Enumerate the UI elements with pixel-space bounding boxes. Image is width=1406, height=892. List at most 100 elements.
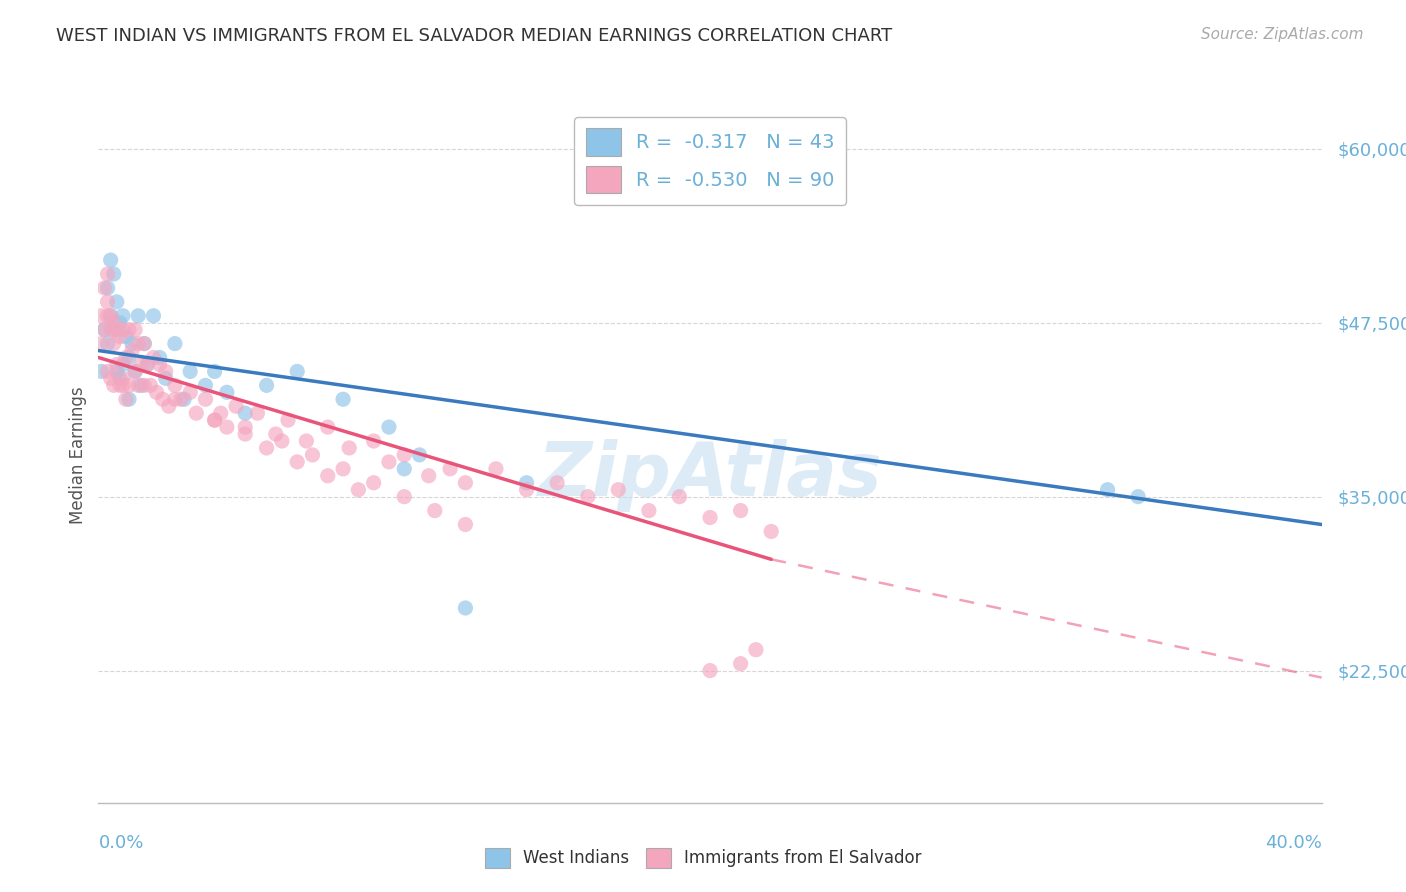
Point xyxy=(730,657,752,671)
Point xyxy=(124,364,146,378)
Point xyxy=(155,371,177,385)
Point xyxy=(215,420,238,434)
Point xyxy=(392,462,416,476)
Point xyxy=(186,406,208,420)
Point xyxy=(136,358,159,372)
Point xyxy=(246,406,269,420)
Point xyxy=(100,309,122,323)
Point xyxy=(93,323,115,337)
Point xyxy=(392,490,416,504)
Point xyxy=(111,323,134,337)
Point xyxy=(145,385,167,400)
Legend: West Indians, Immigrants from El Salvador: West Indians, Immigrants from El Salvado… xyxy=(478,841,928,875)
Point xyxy=(127,309,149,323)
Point xyxy=(121,343,143,358)
Point xyxy=(108,378,131,392)
Point xyxy=(277,413,299,427)
Point xyxy=(699,664,721,678)
Point xyxy=(285,364,308,378)
Point xyxy=(363,475,385,490)
Point xyxy=(142,309,165,323)
Point xyxy=(111,309,134,323)
Point xyxy=(607,483,630,497)
Legend: R =  -0.317   N = 43, R =  -0.530   N = 90: R = -0.317 N = 43, R = -0.530 N = 90 xyxy=(574,117,846,205)
Point xyxy=(90,309,112,323)
Point xyxy=(111,358,134,372)
Point xyxy=(233,420,256,434)
Point xyxy=(97,281,120,295)
Point xyxy=(134,336,156,351)
Point xyxy=(233,406,256,420)
Point xyxy=(295,434,318,448)
Point xyxy=(408,448,430,462)
Point xyxy=(270,434,292,448)
Point xyxy=(194,378,217,392)
Point xyxy=(97,336,120,351)
Point xyxy=(103,323,125,337)
Point xyxy=(179,385,201,400)
Point xyxy=(97,309,120,323)
Point xyxy=(103,316,125,330)
Point xyxy=(745,642,768,657)
Point xyxy=(90,336,112,351)
Point xyxy=(93,323,115,337)
Point xyxy=(118,392,141,407)
Point xyxy=(103,336,125,351)
Point xyxy=(142,351,165,365)
Point xyxy=(204,364,226,378)
Point xyxy=(111,371,134,385)
Point xyxy=(100,323,122,337)
Point xyxy=(127,336,149,351)
Point xyxy=(392,448,416,462)
Point xyxy=(108,316,131,330)
Point xyxy=(134,336,156,351)
Point xyxy=(204,413,226,427)
Y-axis label: Median Earnings: Median Earnings xyxy=(69,386,87,524)
Point xyxy=(668,490,690,504)
Point xyxy=(97,294,120,309)
Point xyxy=(111,378,134,392)
Point xyxy=(337,441,360,455)
Point xyxy=(100,371,122,385)
Point xyxy=(149,351,172,365)
Point xyxy=(90,364,112,378)
Point xyxy=(129,358,152,372)
Point xyxy=(100,253,122,268)
Text: 40.0%: 40.0% xyxy=(1265,834,1322,852)
Point xyxy=(699,510,721,524)
Point xyxy=(285,455,308,469)
Point xyxy=(103,378,125,392)
Point xyxy=(316,420,339,434)
Point xyxy=(256,441,278,455)
Point xyxy=(378,420,401,434)
Point xyxy=(332,462,354,476)
Point xyxy=(115,329,138,343)
Point xyxy=(209,406,232,420)
Point xyxy=(127,378,149,392)
Point xyxy=(418,468,440,483)
Point xyxy=(204,413,226,427)
Point xyxy=(118,323,141,337)
Point xyxy=(124,364,146,378)
Point xyxy=(516,483,538,497)
Point xyxy=(194,392,217,407)
Point xyxy=(173,392,195,407)
Point xyxy=(108,329,131,343)
Point xyxy=(105,358,128,372)
Point xyxy=(136,358,159,372)
Point xyxy=(256,378,278,392)
Point xyxy=(121,336,143,351)
Point xyxy=(149,358,172,372)
Point xyxy=(439,462,461,476)
Point xyxy=(179,364,201,378)
Point xyxy=(105,323,128,337)
Point xyxy=(454,475,477,490)
Point xyxy=(730,503,752,517)
Point xyxy=(152,392,174,407)
Text: WEST INDIAN VS IMMIGRANTS FROM EL SALVADOR MEDIAN EARNINGS CORRELATION CHART: WEST INDIAN VS IMMIGRANTS FROM EL SALVAD… xyxy=(56,27,893,45)
Point xyxy=(1097,483,1119,497)
Point xyxy=(103,267,125,281)
Point xyxy=(454,517,477,532)
Point xyxy=(363,434,385,448)
Point xyxy=(118,351,141,365)
